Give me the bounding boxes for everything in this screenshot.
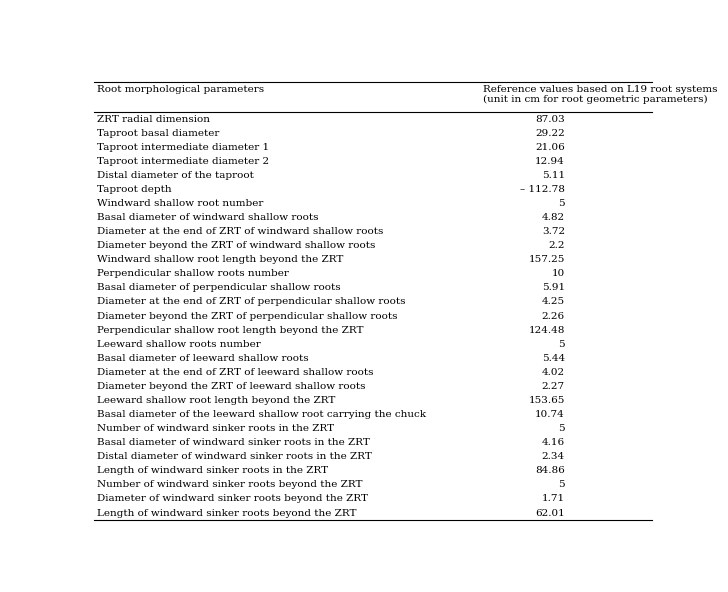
Text: 5.91: 5.91: [542, 284, 565, 292]
Text: – 112.78: – 112.78: [520, 185, 565, 194]
Text: 10: 10: [552, 269, 565, 278]
Text: 4.02: 4.02: [542, 368, 565, 377]
Text: ZRT radial dimension: ZRT radial dimension: [97, 115, 210, 124]
Text: Diameter at the end of ZRT of leeward shallow roots: Diameter at the end of ZRT of leeward sh…: [97, 368, 373, 377]
Text: Leeward shallow root length beyond the ZRT: Leeward shallow root length beyond the Z…: [97, 396, 335, 405]
Text: 5: 5: [558, 199, 565, 208]
Text: Perpendicular shallow root length beyond the ZRT: Perpendicular shallow root length beyond…: [97, 326, 363, 334]
Text: 10.74: 10.74: [535, 410, 565, 419]
Text: Taproot intermediate diameter 1: Taproot intermediate diameter 1: [97, 143, 269, 152]
Text: Length of windward sinker roots beyond the ZRT: Length of windward sinker roots beyond t…: [97, 509, 356, 517]
Text: Diameter at the end of ZRT of windward shallow roots: Diameter at the end of ZRT of windward s…: [97, 227, 383, 236]
Text: Basal diameter of windward sinker roots in the ZRT: Basal diameter of windward sinker roots …: [97, 438, 370, 447]
Text: Number of windward sinker roots beyond the ZRT: Number of windward sinker roots beyond t…: [97, 480, 362, 490]
Text: 124.48: 124.48: [529, 326, 565, 334]
Text: Diameter beyond the ZRT of leeward shallow roots: Diameter beyond the ZRT of leeward shall…: [97, 382, 365, 391]
Text: Taproot basal diameter: Taproot basal diameter: [97, 128, 219, 138]
Text: Diameter beyond the ZRT of perpendicular shallow roots: Diameter beyond the ZRT of perpendicular…: [97, 311, 397, 320]
Text: Reference values based on L19 root systems
(unit in cm for root geometric parame: Reference values based on L19 root syste…: [483, 85, 718, 104]
Text: 3.72: 3.72: [542, 227, 565, 236]
Text: Basal diameter of the leeward shallow root carrying the chuck: Basal diameter of the leeward shallow ro…: [97, 410, 426, 419]
Text: Basal diameter of windward shallow roots: Basal diameter of windward shallow roots: [97, 213, 318, 222]
Text: Windward shallow root length beyond the ZRT: Windward shallow root length beyond the …: [97, 255, 343, 264]
Text: Basal diameter of leeward shallow roots: Basal diameter of leeward shallow roots: [97, 354, 308, 363]
Text: 84.86: 84.86: [535, 466, 565, 475]
Text: 2.27: 2.27: [542, 382, 565, 391]
Text: Root morphological parameters: Root morphological parameters: [97, 85, 264, 94]
Text: Leeward shallow roots number: Leeward shallow roots number: [97, 340, 261, 349]
Text: 62.01: 62.01: [535, 509, 565, 517]
Text: Perpendicular shallow roots number: Perpendicular shallow roots number: [97, 269, 288, 278]
Text: 5: 5: [558, 424, 565, 433]
Text: Taproot depth: Taproot depth: [97, 185, 171, 194]
Text: Length of windward sinker roots in the ZRT: Length of windward sinker roots in the Z…: [97, 466, 328, 475]
Text: Number of windward sinker roots in the ZRT: Number of windward sinker roots in the Z…: [97, 424, 333, 433]
Text: 4.16: 4.16: [542, 438, 565, 447]
Text: 2.34: 2.34: [542, 452, 565, 461]
Text: 4.25: 4.25: [542, 298, 565, 307]
Text: 21.06: 21.06: [535, 143, 565, 152]
Text: Diameter beyond the ZRT of windward shallow roots: Diameter beyond the ZRT of windward shal…: [97, 241, 375, 250]
Text: Distal diameter of windward sinker roots in the ZRT: Distal diameter of windward sinker roots…: [97, 452, 371, 461]
Text: 87.03: 87.03: [535, 115, 565, 124]
Text: 2.26: 2.26: [542, 311, 565, 320]
Text: 5.44: 5.44: [542, 354, 565, 363]
Text: 157.25: 157.25: [529, 255, 565, 264]
Text: 153.65: 153.65: [529, 396, 565, 405]
Text: Windward shallow root number: Windward shallow root number: [97, 199, 263, 208]
Text: Taproot intermediate diameter 2: Taproot intermediate diameter 2: [97, 157, 269, 166]
Text: 12.94: 12.94: [535, 157, 565, 166]
Text: 29.22: 29.22: [535, 128, 565, 138]
Text: 5.11: 5.11: [542, 171, 565, 180]
Text: 2.2: 2.2: [548, 241, 565, 250]
Text: 1.71: 1.71: [542, 494, 565, 503]
Text: Basal diameter of perpendicular shallow roots: Basal diameter of perpendicular shallow …: [97, 284, 340, 292]
Text: 4.82: 4.82: [542, 213, 565, 222]
Text: 5: 5: [558, 480, 565, 490]
Text: Diameter of windward sinker roots beyond the ZRT: Diameter of windward sinker roots beyond…: [97, 494, 368, 503]
Text: 5: 5: [558, 340, 565, 349]
Text: Diameter at the end of ZRT of perpendicular shallow roots: Diameter at the end of ZRT of perpendicu…: [97, 298, 405, 307]
Text: Distal diameter of the taproot: Distal diameter of the taproot: [97, 171, 253, 180]
